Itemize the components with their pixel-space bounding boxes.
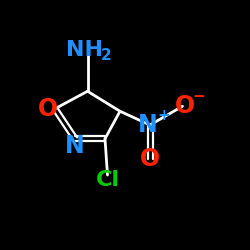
Text: O: O [175, 94, 195, 118]
Text: N: N [65, 134, 85, 158]
Text: +: + [158, 108, 170, 122]
Text: −: − [192, 89, 205, 104]
Text: 2: 2 [101, 48, 112, 62]
Text: NH: NH [66, 40, 104, 60]
Text: O: O [140, 147, 160, 171]
Text: O: O [38, 97, 58, 121]
Text: N: N [138, 113, 158, 137]
Text: Cl: Cl [96, 170, 120, 190]
